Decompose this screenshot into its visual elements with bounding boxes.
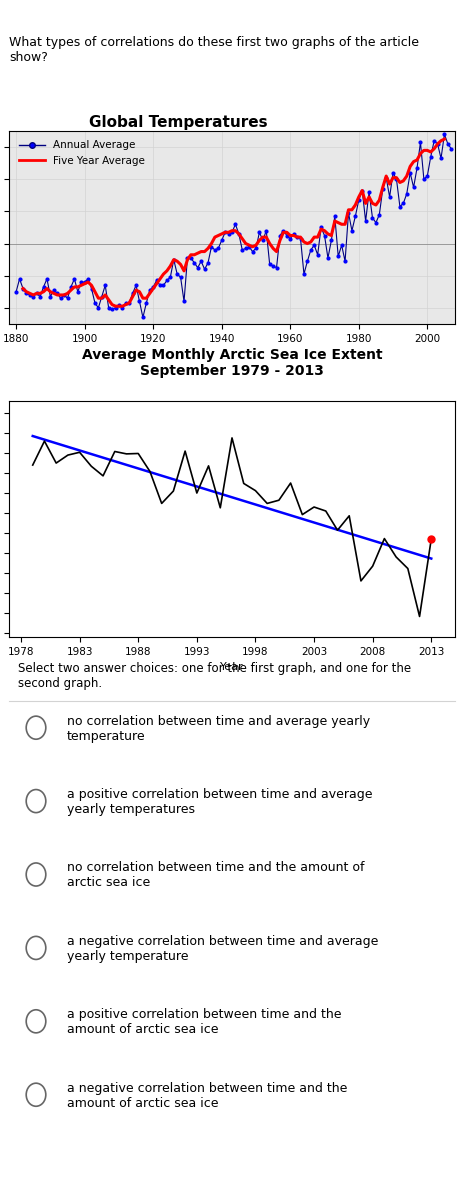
Text: Select two answer choices: one for the first graph, and one for the
second graph: Select two answer choices: one for the f… — [18, 662, 410, 690]
Text: What types of correlations do these first two graphs of the article
show?: What types of correlations do these firs… — [9, 36, 419, 64]
Text: no correlation between time and the amount of
arctic sea ice: no correlation between time and the amou… — [67, 862, 364, 889]
Text: a positive correlation between time and average
yearly temperatures: a positive correlation between time and … — [67, 788, 372, 816]
Text: Average Monthly Arctic Sea Ice Extent
September 1979 - 2013: Average Monthly Arctic Sea Ice Extent Se… — [81, 348, 382, 378]
Legend: Annual Average, Five Year Average: Annual Average, Five Year Average — [14, 137, 149, 170]
X-axis label: Year: Year — [220, 662, 243, 672]
Text: no correlation between time and average yearly
temperature: no correlation between time and average … — [67, 714, 369, 743]
Text: a negative correlation between time and the
amount of arctic sea ice: a negative correlation between time and … — [67, 1081, 347, 1110]
Text: a positive correlation between time and the
amount of arctic sea ice: a positive correlation between time and … — [67, 1008, 341, 1037]
Text: a negative correlation between time and average
yearly temperature: a negative correlation between time and … — [67, 935, 378, 962]
Text: Global Temperatures: Global Temperatures — [89, 115, 268, 130]
